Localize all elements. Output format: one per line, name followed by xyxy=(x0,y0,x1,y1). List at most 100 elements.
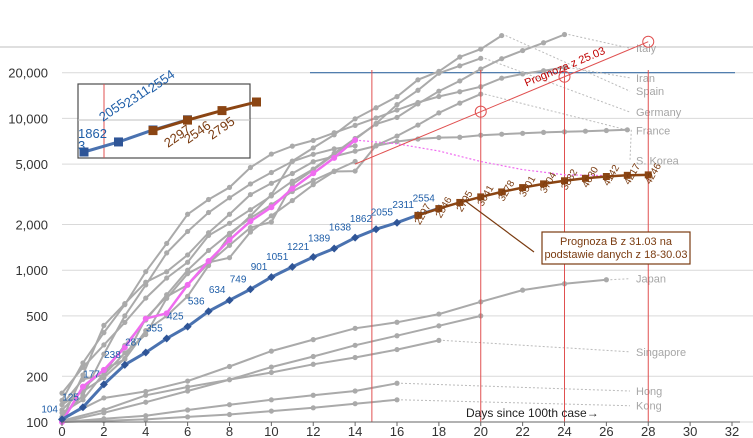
point-iran xyxy=(457,89,463,95)
point-spain xyxy=(415,77,421,83)
point-extra-0 xyxy=(205,247,212,254)
series-label-france: France xyxy=(636,126,670,138)
point-hong xyxy=(310,392,316,398)
inset-brown-point xyxy=(183,115,192,125)
point-kong xyxy=(185,414,191,420)
point-hong xyxy=(268,397,274,403)
point-s-korea xyxy=(499,131,505,137)
leader-hong xyxy=(400,382,631,392)
leader-singapore xyxy=(442,339,631,353)
point-iran xyxy=(80,360,86,366)
poland-point xyxy=(162,334,171,343)
forecast-point xyxy=(581,174,589,182)
forecast-point xyxy=(414,211,422,219)
poland-value-label: 104 xyxy=(41,404,58,415)
point-italy xyxy=(561,31,568,38)
point-france xyxy=(457,100,463,106)
point-extra-0 xyxy=(59,410,65,416)
forecast-series: 2297 2546 2795 3041 3278 3501 3704 3882 4030 4142… xyxy=(413,161,664,227)
point-extra-1 xyxy=(352,143,358,149)
magenta-point xyxy=(226,237,233,244)
point-france xyxy=(310,182,316,188)
inset-brown-line xyxy=(152,100,257,133)
point-iran xyxy=(373,115,379,121)
series-line-japan xyxy=(61,278,607,420)
magenta-point xyxy=(268,204,275,211)
point-extra-1 xyxy=(310,151,316,157)
poland-point xyxy=(183,322,192,331)
leader-japan xyxy=(610,278,631,281)
point-iran xyxy=(561,64,568,71)
magenta-point xyxy=(310,170,317,177)
point-france xyxy=(143,331,149,338)
x-tick-label-16: 16 xyxy=(390,424,404,438)
point-germany xyxy=(247,225,254,231)
magenta-point xyxy=(100,367,107,374)
magenta-point xyxy=(289,185,296,192)
forecast-point xyxy=(456,198,464,206)
series-label-hong: Hong xyxy=(636,386,662,398)
series-label-kong: Kong xyxy=(636,401,662,413)
point-spain xyxy=(478,46,484,52)
note-line-0: Prognoza B z 31.03 na xyxy=(560,236,673,248)
projection-circle-day-28 xyxy=(642,35,655,48)
forecast-value-label: 3041 xyxy=(476,183,497,208)
point-extra-2 xyxy=(143,399,149,405)
point-italy xyxy=(499,56,505,62)
leader-france xyxy=(484,93,631,132)
magenta-point xyxy=(79,383,86,390)
y-tick-label-200: 200 xyxy=(26,369,48,384)
point-italy xyxy=(164,275,170,281)
point-extra-2 xyxy=(226,377,233,383)
point-extra-2 xyxy=(436,323,442,329)
forecast-value-label: 2546 xyxy=(434,195,455,220)
point-spain xyxy=(352,116,358,122)
point-japan xyxy=(101,395,107,401)
point-s-korea xyxy=(582,128,589,134)
magenta-point xyxy=(163,310,170,317)
poland-value-label: 2055 xyxy=(371,208,394,219)
poland-point xyxy=(393,218,401,227)
poland-series: 104 125 177 238 287 355 425 536 634 749 9011051122… xyxy=(41,193,443,424)
poland-point xyxy=(141,348,150,357)
point-extra-0 xyxy=(226,230,233,236)
x-tick-label-30: 30 xyxy=(683,424,697,438)
poland-point xyxy=(330,244,339,253)
x-tick-label-26: 26 xyxy=(599,424,613,438)
point-extra-1 xyxy=(101,351,107,357)
y-tick-label-100: 100 xyxy=(26,415,48,430)
point-extra-2 xyxy=(185,388,191,394)
x-tick-label-6: 6 xyxy=(184,424,191,438)
point-iran xyxy=(310,137,316,144)
point-singapore xyxy=(436,337,442,343)
point-s-korea xyxy=(101,322,107,328)
poland-value-label: 1221 xyxy=(287,242,310,253)
point-japan xyxy=(185,378,191,384)
x-tick-label-14: 14 xyxy=(348,424,362,438)
magenta-point xyxy=(331,154,338,161)
poland-point xyxy=(78,403,87,412)
series-label-japan: Japan xyxy=(636,274,666,286)
series-label-germany: Germany xyxy=(636,107,682,119)
poland-value-label: 1862 xyxy=(350,214,373,225)
point-spain xyxy=(499,32,505,39)
point-germany xyxy=(289,181,295,187)
point-france xyxy=(122,350,128,356)
x-tick-label-28: 28 xyxy=(641,424,655,438)
point-s-korea xyxy=(624,127,630,133)
point-germany xyxy=(436,70,442,76)
point-iran xyxy=(143,269,149,275)
x-tick-label-32: 32 xyxy=(725,424,739,438)
point-s-korea xyxy=(247,191,254,198)
point-extra-2 xyxy=(310,353,316,360)
x-tick-label-0: 0 xyxy=(58,424,65,438)
point-s-korea xyxy=(603,127,609,134)
poland-point xyxy=(246,285,255,294)
point-italy xyxy=(478,66,484,72)
point-italy xyxy=(540,40,547,46)
point-iran xyxy=(185,211,191,217)
point-s-korea xyxy=(289,170,295,177)
point-kong xyxy=(352,401,358,407)
inset-blue-point xyxy=(114,137,123,147)
point-germany xyxy=(415,87,421,93)
